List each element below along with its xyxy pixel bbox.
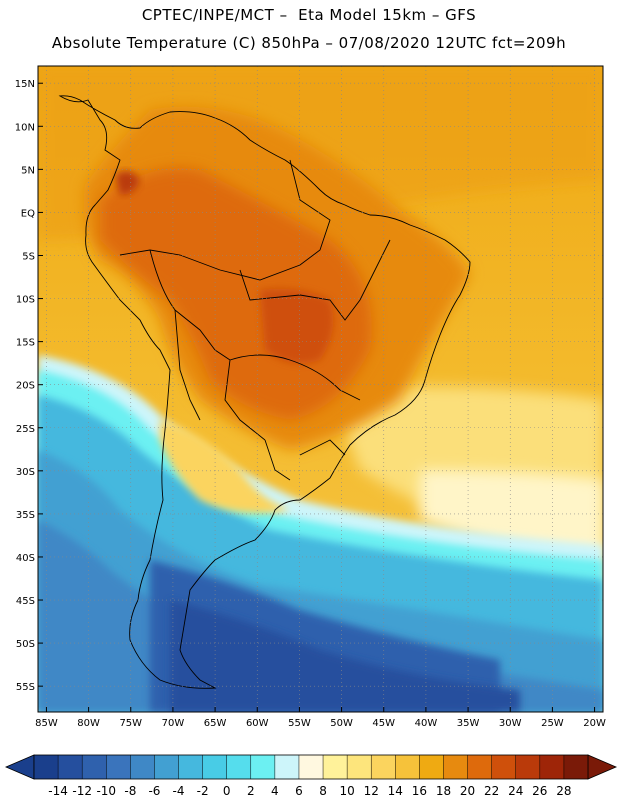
colorbar-label: -2 bbox=[197, 784, 209, 798]
colorbar-label: 18 bbox=[436, 784, 451, 798]
lat-tick-label: 5N bbox=[21, 165, 35, 176]
colorbar-swatch bbox=[34, 755, 59, 779]
colorbar-swatch bbox=[515, 755, 541, 779]
temperature-field bbox=[38, 66, 603, 712]
colorbar-swatch bbox=[347, 755, 372, 779]
lon-tick-label: 20W bbox=[583, 718, 606, 729]
colorbar-swatch bbox=[371, 755, 396, 779]
lat-tick-label: 55S bbox=[16, 682, 35, 693]
latitude-axis: 15N 10N 5N EQ 5S 10S 15S 20S 25S 30S 35S 40S 45S 50S 5… bbox=[15, 79, 43, 693]
colorbar-swatch bbox=[274, 755, 300, 779]
colorbar-label: -8 bbox=[124, 784, 136, 798]
colorbar: -14 -12 -10 -8 -6 -4 -2 0 2 4 6 8 10 12 14 16 18 20 22 24 26… bbox=[4, 754, 618, 798]
colorbar-label: 6 bbox=[295, 784, 303, 798]
colorbar-label: 14 bbox=[388, 784, 403, 798]
coastline bbox=[58, 95, 471, 689]
lat-tick-label: EQ bbox=[21, 208, 35, 219]
lon-tick-label: 30W bbox=[499, 718, 522, 729]
lon-tick-label: 45W bbox=[372, 718, 395, 729]
map-frame bbox=[37, 65, 604, 713]
colorbar-label: 28 bbox=[556, 784, 571, 798]
lat-tick-label: 15S bbox=[16, 338, 35, 349]
colorbar-swatch bbox=[395, 755, 420, 779]
colorbar-label: 10 bbox=[339, 784, 354, 798]
colorbar-swatch bbox=[226, 755, 252, 779]
lat-tick-label: 35S bbox=[16, 510, 35, 521]
colorbar-label: 0 bbox=[223, 784, 231, 798]
colorbar-swatch bbox=[58, 755, 83, 779]
colorbar-label: -14 bbox=[48, 784, 68, 798]
colorbar-swatch bbox=[106, 755, 131, 779]
colorbar-label: 12 bbox=[364, 784, 379, 798]
lat-tick-label: 10S bbox=[16, 295, 35, 306]
lat-tick-label: 40S bbox=[16, 553, 35, 564]
lat-tick-label: 10N bbox=[15, 122, 35, 133]
lon-tick-label: 75W bbox=[119, 718, 142, 729]
lon-tick-label: 50W bbox=[330, 718, 353, 729]
colorbar-label: 20 bbox=[460, 784, 475, 798]
colorbar-label: 24 bbox=[508, 784, 523, 798]
colorbar-upper-arrow bbox=[587, 754, 618, 780]
colorbar-label: 16 bbox=[412, 784, 427, 798]
colorbar-label: 8 bbox=[319, 784, 327, 798]
lat-tick-label: 45S bbox=[16, 596, 35, 607]
colorbar-label: -4 bbox=[173, 784, 185, 798]
colorbar-label: 26 bbox=[532, 784, 547, 798]
colorbar-swatch bbox=[563, 755, 589, 779]
colorbar-swatch bbox=[250, 755, 276, 779]
lon-tick-label: 85W bbox=[35, 718, 58, 729]
colorbar-label: 4 bbox=[271, 784, 279, 798]
lat-tick-label: 15N bbox=[15, 79, 35, 90]
lat-tick-label: 5S bbox=[22, 251, 35, 262]
lon-tick-label: 70W bbox=[162, 718, 185, 729]
colorbar-label: 22 bbox=[484, 784, 499, 798]
lat-tick-label: 30S bbox=[16, 467, 35, 478]
colorbar-swatch bbox=[467, 755, 492, 779]
colorbar-swatch bbox=[419, 755, 444, 779]
lon-tick-label: 55W bbox=[288, 718, 311, 729]
title-line-2: Absolute Temperature (C) 850hPa – 07/08/… bbox=[51, 34, 567, 52]
lat-tick-label: 50S bbox=[16, 639, 35, 650]
colorbar-swatch bbox=[323, 755, 348, 779]
lon-tick-label: 40W bbox=[415, 718, 438, 729]
colorbar-swatch bbox=[298, 755, 324, 779]
colorbar-swatch bbox=[130, 755, 155, 779]
colorbar-label: -12 bbox=[72, 784, 92, 798]
longitude-axis: 85W 80W 75W 70W 65W 60W 55W 50W 45W 40W 35W 30W 25W 2… bbox=[35, 707, 606, 729]
lat-tick-label: 25S bbox=[16, 424, 35, 435]
lon-tick-label: 25W bbox=[541, 718, 564, 729]
colorbar-swatch bbox=[491, 755, 517, 779]
title-line-1: CPTEC/INPE/MCT – Eta Model 15km – GFS bbox=[141, 6, 477, 24]
lon-tick-label: 80W bbox=[77, 718, 100, 729]
colorbar-swatch bbox=[539, 755, 565, 779]
lon-tick-label: 65W bbox=[204, 718, 227, 729]
colorbar-label: -6 bbox=[148, 784, 160, 798]
colorbar-lower-arrow bbox=[4, 754, 35, 780]
colorbar-frame bbox=[33, 754, 589, 780]
colorbar-label: -10 bbox=[96, 784, 116, 798]
lat-tick-label: 20S bbox=[16, 381, 35, 392]
colorbar-swatch bbox=[202, 755, 227, 779]
lon-tick-label: 35W bbox=[457, 718, 480, 729]
colorbar-swatch bbox=[154, 755, 179, 779]
colorbar-label: 2 bbox=[247, 784, 255, 798]
lon-tick-label: 60W bbox=[246, 718, 269, 729]
colorbar-swatch bbox=[443, 755, 468, 779]
colorbar-swatch bbox=[82, 755, 107, 779]
colorbar-swatch bbox=[178, 755, 203, 779]
